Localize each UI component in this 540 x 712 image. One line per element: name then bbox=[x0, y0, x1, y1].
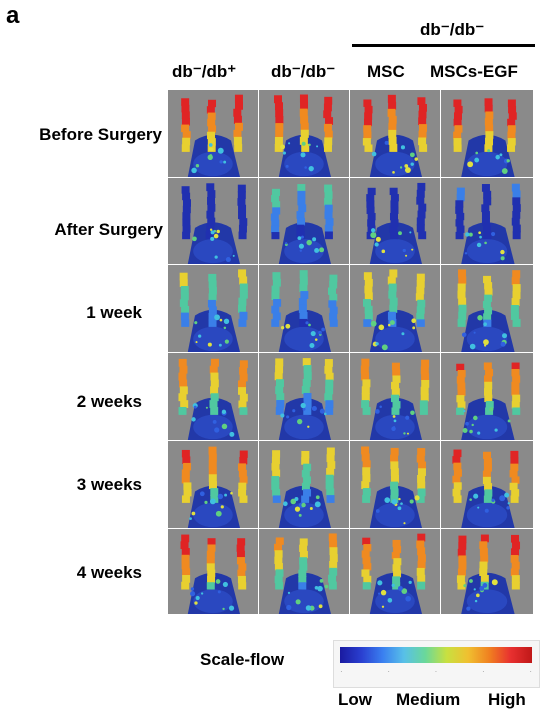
perfusion-image-r4-c4 bbox=[441, 353, 533, 440]
column-header-msc-egf: MSCs-EGF bbox=[430, 62, 518, 81]
perfusion-image-r6-c3 bbox=[350, 529, 440, 614]
perfusion-image-r2-c2 bbox=[259, 178, 349, 264]
scale-medium-label: Medium bbox=[396, 690, 461, 709]
column-header-diabetic: db⁻/db⁻ bbox=[271, 62, 336, 81]
column-header-msc: MSC bbox=[367, 62, 405, 81]
colorbar-faint-ticks: · · · · · bbox=[340, 667, 532, 676]
perfusion-image-r6-c2 bbox=[259, 529, 349, 614]
group-header: db⁻/db⁻ bbox=[420, 20, 485, 39]
perfusion-image-r3-c4 bbox=[441, 265, 533, 352]
laser-doppler-image-grid bbox=[168, 90, 533, 614]
row-label-after-surgery: After Surgery bbox=[54, 220, 163, 239]
perfusion-image-r4-c1 bbox=[168, 353, 258, 440]
row-label-2-weeks: 2 weeks bbox=[76, 392, 142, 411]
perfusion-image-r3-c2 bbox=[259, 265, 349, 352]
group-bracket-line bbox=[352, 44, 535, 47]
scale-high-label: High bbox=[488, 690, 526, 709]
perfusion-image-r4-c3 bbox=[350, 353, 440, 440]
perfusion-image-r5-c3 bbox=[350, 441, 440, 528]
perfusion-image-r5-c2 bbox=[259, 441, 349, 528]
column-header-control: db⁻/db⁺ bbox=[172, 62, 237, 81]
perfusion-image-r3-c3 bbox=[350, 265, 440, 352]
scale-flow-title: Scale-flow bbox=[200, 650, 285, 669]
perfusion-image-r1-c4 bbox=[441, 90, 533, 177]
perfusion-image-r6-c1 bbox=[168, 529, 258, 614]
row-label-before-surgery: Before Surgery bbox=[39, 125, 162, 144]
perfusion-image-r1-c1 bbox=[168, 90, 258, 177]
perfusion-image-r5-c1 bbox=[168, 441, 258, 528]
perfusion-image-r1-c2 bbox=[259, 90, 349, 177]
perfusion-image-r1-c3 bbox=[350, 90, 440, 177]
perfusion-image-r2-c1 bbox=[168, 178, 258, 264]
row-label-1-week: 1 week bbox=[86, 303, 142, 322]
perfusion-image-r4-c2 bbox=[259, 353, 349, 440]
perfusion-image-r2-c4 bbox=[441, 178, 533, 264]
scale-low-label: Low bbox=[338, 690, 372, 709]
scale-flow-colorbar: · · · · · bbox=[333, 640, 540, 688]
perfusion-image-r3-c1 bbox=[168, 265, 258, 352]
panel-label: a bbox=[6, 2, 20, 29]
perfusion-image-r2-c3 bbox=[350, 178, 440, 264]
row-label-4-weeks: 4 weeks bbox=[76, 563, 142, 582]
row-label-3-weeks: 3 weeks bbox=[76, 475, 142, 494]
colorbar-gradient bbox=[340, 647, 532, 663]
perfusion-image-r6-c4 bbox=[441, 529, 533, 614]
perfusion-image-r5-c4 bbox=[441, 441, 533, 528]
